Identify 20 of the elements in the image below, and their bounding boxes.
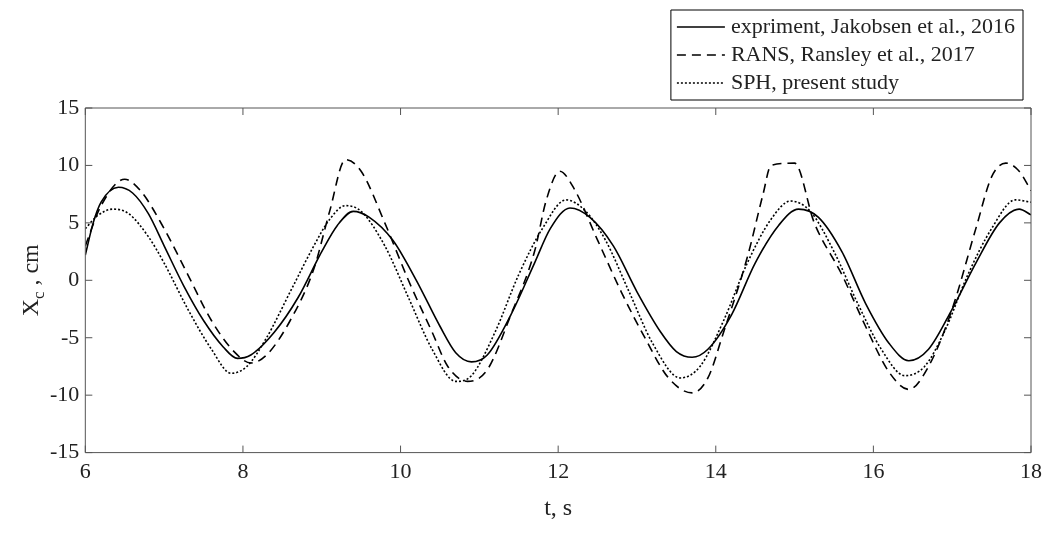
y-tick-label: 0 [68,266,80,292]
y-tick-label: 5 [68,208,80,234]
y-tick-label: -15 [50,438,80,464]
legend-label: RANS, Ransley et al., 2017 [730,40,975,66]
y-tick-label: 15 [57,93,80,119]
x-axis-title: t, s [544,494,573,521]
y-tick-label: 10 [57,151,80,177]
y-tick-label: -10 [50,380,80,406]
y-tick-label: -5 [61,323,80,349]
x-tick-label: 16 [862,457,885,483]
x-tick-label: 10 [389,457,412,483]
line-series [85,158,1031,394]
legend-label: SPH, present study [730,68,899,94]
x-tick-label: 12 [547,457,570,483]
x-tick-label: 6 [79,457,91,483]
y-axis-title: Xc , cm [17,243,48,317]
legend-label: expriment, Jakobsen et al., 2016 [730,12,1016,38]
x-tick-label: 18 [1020,457,1042,483]
x-tick-label: 14 [704,457,727,483]
x-tick-label: 8 [237,457,249,483]
